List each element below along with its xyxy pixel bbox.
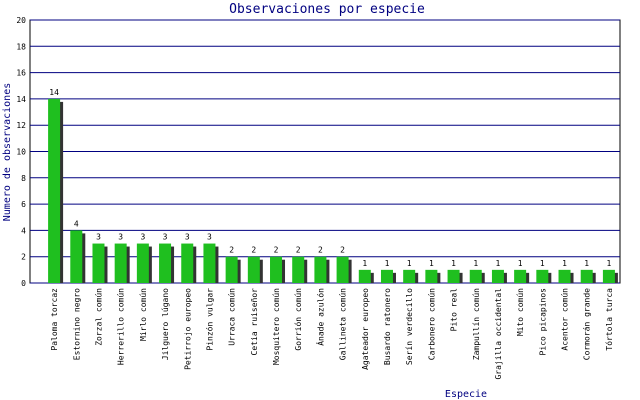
x-tick-label: Tórtola turca bbox=[604, 288, 614, 351]
value-label: 2 bbox=[318, 246, 323, 255]
bar bbox=[292, 256, 305, 283]
y-tick-label: 16 bbox=[16, 69, 26, 78]
value-label: 1 bbox=[606, 259, 611, 268]
x-tick-label: Pico picapinos bbox=[538, 288, 547, 356]
x-tick-label: Mirlo común bbox=[139, 288, 148, 341]
value-label: 3 bbox=[140, 233, 145, 242]
x-tick-label: Carbonero común bbox=[427, 288, 436, 360]
value-label: 3 bbox=[185, 233, 190, 242]
x-tick-label: Jilguero lúgano bbox=[161, 288, 170, 360]
value-label: 1 bbox=[429, 259, 434, 268]
bar bbox=[181, 243, 194, 283]
bar bbox=[336, 256, 349, 283]
bar bbox=[48, 98, 61, 284]
bar bbox=[136, 243, 149, 283]
y-tick-label: 20 bbox=[16, 16, 26, 25]
bar bbox=[270, 256, 283, 283]
value-label: 2 bbox=[229, 246, 234, 255]
value-label: 1 bbox=[362, 259, 367, 268]
x-tick-label: Pinzón vulgar bbox=[204, 288, 214, 351]
x-tick-label: Pito real bbox=[450, 288, 459, 332]
bar bbox=[92, 243, 105, 283]
bar bbox=[425, 269, 438, 283]
x-tick-label: Estornino negro bbox=[72, 288, 81, 360]
y-tick-label: 6 bbox=[21, 200, 26, 209]
x-tick-label: Grajilla occidental bbox=[494, 288, 503, 380]
value-label: 1 bbox=[540, 259, 545, 268]
bar bbox=[380, 269, 393, 283]
x-tick-label: Herrerillo común bbox=[117, 288, 126, 365]
value-label: 3 bbox=[163, 233, 168, 242]
bar bbox=[558, 269, 571, 283]
value-label: 3 bbox=[207, 233, 212, 242]
value-label: 1 bbox=[518, 259, 523, 268]
x-tick-label: Urraca común bbox=[228, 288, 237, 346]
y-tick-label: 8 bbox=[21, 174, 26, 183]
x-tick-label: Gorrión común bbox=[293, 288, 303, 351]
value-label: 2 bbox=[340, 246, 345, 255]
x-tick-label: Zampullín común bbox=[472, 288, 481, 360]
y-tick-label: 2 bbox=[21, 253, 26, 262]
value-label: 3 bbox=[96, 233, 101, 242]
value-label: 1 bbox=[451, 259, 456, 268]
bar bbox=[225, 256, 238, 283]
chart-title: Observaciones por especie bbox=[229, 2, 425, 17]
x-tick-label: Acentor común bbox=[561, 288, 570, 351]
bar bbox=[247, 256, 260, 283]
bar bbox=[314, 256, 327, 283]
value-label: 1 bbox=[385, 259, 390, 268]
y-axis-label: Numero de observaciones bbox=[2, 83, 13, 221]
bar bbox=[514, 269, 527, 283]
x-tick-label: Zorzal común bbox=[94, 288, 103, 346]
value-label: 2 bbox=[274, 246, 279, 255]
bar bbox=[580, 269, 593, 283]
bar bbox=[536, 269, 549, 283]
y-tick-label: 10 bbox=[16, 148, 26, 157]
bar bbox=[159, 243, 172, 283]
value-label: 3 bbox=[118, 233, 123, 242]
value-label: 2 bbox=[296, 246, 301, 255]
bar bbox=[203, 243, 216, 283]
x-tick-label: Mito común bbox=[516, 288, 525, 336]
value-label: 1 bbox=[496, 259, 501, 268]
value-label: 1 bbox=[407, 259, 412, 268]
x-tick-label: Serín verdecillo bbox=[405, 288, 414, 365]
bar bbox=[70, 230, 83, 283]
value-label: 1 bbox=[473, 259, 478, 268]
y-tick-label: 12 bbox=[16, 121, 26, 130]
x-tick-label: Mosquitero común bbox=[272, 288, 281, 365]
y-tick-label: 0 bbox=[21, 279, 26, 288]
value-label: 1 bbox=[562, 259, 567, 268]
x-tick-label: Petirrojo europeo bbox=[183, 288, 192, 370]
value-label: 2 bbox=[251, 246, 256, 255]
bar bbox=[469, 269, 482, 283]
value-label: 1 bbox=[584, 259, 589, 268]
x-axis-label: Especie bbox=[445, 389, 487, 400]
x-tick-label: Ánade azulón bbox=[314, 288, 325, 346]
bar bbox=[602, 269, 615, 283]
x-tick-label: Busardo ratonero bbox=[383, 288, 392, 365]
x-tick-label: Cormorán grande bbox=[583, 288, 592, 360]
x-tick-label: Gallineta común bbox=[339, 288, 348, 360]
y-tick-label: 14 bbox=[16, 95, 26, 104]
bar bbox=[403, 269, 416, 283]
x-tick-label: Paloma torcaz bbox=[50, 288, 59, 351]
value-label: 14 bbox=[49, 88, 59, 97]
bar bbox=[358, 269, 371, 283]
bar bbox=[447, 269, 460, 283]
value-label: 4 bbox=[74, 219, 79, 228]
x-tick-label: Agateador europeo bbox=[361, 288, 370, 370]
y-tick-label: 4 bbox=[21, 226, 26, 235]
x-tick-label: Cetia ruiseñor bbox=[250, 288, 259, 356]
bar bbox=[114, 243, 127, 283]
bar bbox=[491, 269, 504, 283]
y-tick-label: 18 bbox=[16, 42, 26, 51]
